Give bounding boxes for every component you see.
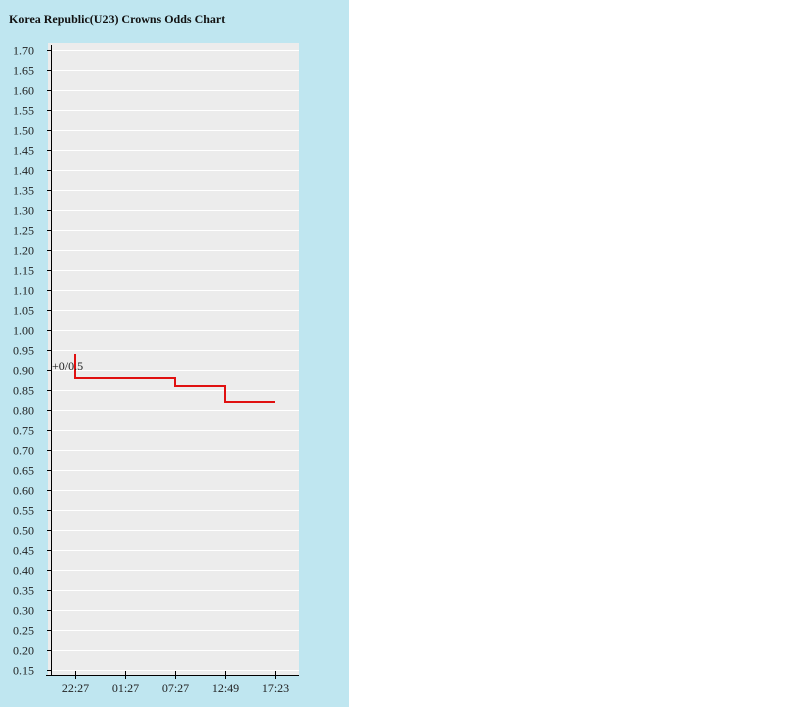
y-tick-label: 0.30 — [13, 604, 34, 618]
y-tick-label: 1.35 — [13, 184, 34, 198]
y-tick-label: 0.25 — [13, 624, 34, 638]
y-tick-label: 1.30 — [13, 204, 34, 218]
series — [74, 353, 276, 403]
y-tick-label: 1.50 — [13, 124, 34, 138]
y-tick-label: 0.50 — [13, 524, 34, 538]
y-tick-label: 0.80 — [13, 404, 34, 418]
x-tick-label: 07:27 — [162, 681, 189, 695]
plot-area — [48, 43, 299, 675]
x-tick-label: 17:23 — [262, 681, 289, 695]
y-tick-label: 0.65 — [13, 464, 34, 478]
y-tick-label: 0.60 — [13, 484, 34, 498]
y-tick-label: 0.75 — [13, 424, 34, 438]
y-tick-label: 0.15 — [13, 664, 34, 678]
y-tick-label: 0.70 — [13, 444, 34, 458]
y-tick-label: 0.95 — [13, 344, 34, 358]
handicap-label: +0/0.5 — [52, 359, 83, 373]
annotations: +0/0.5 — [52, 359, 83, 373]
y-tick-label: 1.25 — [13, 224, 34, 238]
y-tick-label: 1.55 — [13, 104, 34, 118]
chart-panel: 0.15 0.20 0.25 0.30 0.35 0.40 0.45 0.50 0.55 0.60… — [0, 0, 349, 707]
x-tick-label: 22:27 — [62, 681, 89, 695]
gridlines — [51, 50, 299, 671]
y-tick-label: 0.90 — [13, 364, 34, 378]
y-tick-label: 1.65 — [13, 64, 34, 78]
y-tick-label: 0.20 — [13, 644, 34, 658]
y-tick-label: 1.60 — [13, 84, 34, 98]
odds-chart: 0.15 0.20 0.25 0.30 0.35 0.40 0.45 0.50 0.55 0.60… — [13, 43, 299, 696]
y-tick-label: 0.35 — [13, 584, 34, 598]
y-tick-label: 1.20 — [13, 244, 34, 258]
x-tick-label: 12:49 — [212, 681, 239, 695]
y-tick-label: 1.15 — [13, 264, 34, 278]
ticks: 0.15 0.20 0.25 0.30 0.35 0.40 0.45 0.50 0.55 0.60… — [13, 44, 289, 696]
y-tick-label: 1.10 — [13, 284, 34, 298]
x-tick-label: 01:27 — [112, 681, 139, 695]
y-tick-label: 0.55 — [13, 504, 34, 518]
y-tick-label: 1.40 — [13, 164, 34, 178]
y-tick-label: 1.70 — [13, 44, 34, 58]
chart-title: Korea Republic(U23) Crowns Odds Chart — [9, 12, 226, 26]
y-tick-label: 1.45 — [13, 144, 34, 158]
y-tick-label: 0.40 — [13, 564, 34, 578]
y-tick-label: 0.85 — [13, 384, 34, 398]
y-tick-label: 1.00 — [13, 324, 34, 338]
y-tick-label: 1.05 — [13, 304, 34, 318]
y-tick-label: 0.45 — [13, 544, 34, 558]
